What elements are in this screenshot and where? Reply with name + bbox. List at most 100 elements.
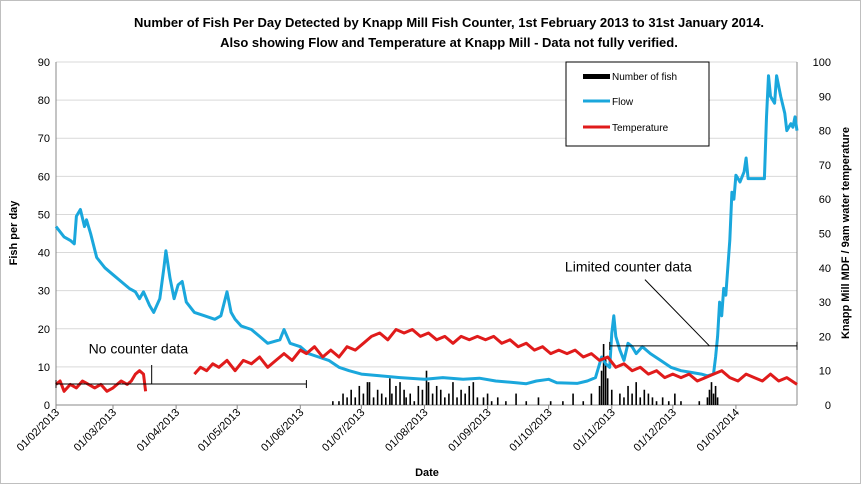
fish-bar [661, 397, 664, 405]
fish-bar [405, 397, 407, 405]
chart-title-line2: Also showing Flow and Temperature at Kna… [220, 35, 678, 50]
fish-bar [537, 397, 540, 405]
fish-bar [680, 401, 682, 405]
annotation-pointer [644, 279, 710, 347]
fish-bar [651, 397, 654, 405]
fish-bar [464, 393, 466, 405]
annotation-label: Limited counter data [565, 259, 692, 275]
annotations: No counter data Limited counter data [55, 259, 798, 389]
legend-label-fish: Number of fish [612, 72, 677, 83]
fish-bar [413, 401, 416, 405]
y-left-tick-label: 60 [38, 171, 50, 183]
temperature-line [55, 369, 148, 393]
fish-bar [610, 389, 613, 405]
fish-bar [346, 397, 348, 405]
fish-bar [439, 389, 442, 405]
fish-bar [582, 401, 585, 405]
fish-bar [655, 401, 658, 405]
fish-bar [476, 397, 479, 405]
fish-bar [600, 370, 603, 405]
y-left-tick-label: 90 [38, 57, 50, 69]
y-left-tick-label: 50 [38, 209, 50, 221]
fish-bar [674, 393, 676, 405]
y-right-tick-label: 90 [819, 91, 831, 103]
y-left-tick-label: 10 [38, 362, 50, 374]
fish-bar [562, 401, 564, 405]
y-right-tick-label: 20 [819, 331, 831, 343]
y-left-tick-label: 30 [38, 286, 50, 298]
y-right-tick-label: 0 [825, 400, 831, 412]
fish-bar [643, 389, 646, 405]
y-left-tick-label: 70 [38, 133, 50, 145]
fish-bar [460, 389, 462, 405]
fish-bar [421, 389, 424, 405]
fish-bar [602, 344, 605, 405]
fish-bar [391, 393, 393, 405]
fish-bar [431, 393, 434, 405]
fish-bar [472, 382, 475, 405]
fish-bar [384, 397, 387, 405]
fish-bar [490, 401, 493, 405]
fish-bar [468, 385, 471, 405]
fish-bar [435, 385, 438, 405]
fish-bar [380, 393, 383, 405]
fish-bar [525, 401, 528, 405]
fish-bar [482, 397, 485, 405]
legend-label-flow: Flow [612, 97, 634, 108]
fish-bar [444, 397, 446, 405]
fish-bar [342, 393, 344, 405]
y-right-tick-label: 10 [819, 366, 831, 378]
y-right-tick-label: 80 [819, 126, 831, 138]
fish-bar [350, 389, 352, 405]
fish-bar [486, 393, 489, 405]
fish-bar [667, 401, 670, 405]
fish-bar [403, 389, 405, 405]
fish-bar [399, 382, 401, 405]
y-right-tick-label: 100 [813, 57, 831, 69]
y-left-tick-label: 40 [38, 248, 50, 260]
fish-bar [409, 393, 412, 405]
fish-bar [716, 397, 719, 405]
annotation-label: No counter data [89, 341, 189, 357]
fish-bar [427, 382, 430, 405]
fish-bar [623, 397, 625, 405]
fish-bar [631, 393, 633, 405]
fish-bar [598, 385, 601, 405]
fish-bar [515, 393, 517, 405]
fish-bar [710, 382, 713, 405]
x-axis-label: Date [415, 467, 439, 479]
y-left-tick-label: 20 [38, 324, 50, 336]
fish-bar [496, 397, 499, 405]
fish-bar [505, 401, 507, 405]
flow-line [54, 74, 799, 386]
y-right-tick-label: 60 [819, 194, 831, 206]
fish-bar [448, 393, 450, 405]
fish-bar [647, 393, 650, 405]
fish-bar [376, 389, 379, 405]
y-right-tick-label: 30 [819, 297, 831, 309]
fish-bar [627, 385, 629, 405]
fish-bar [338, 401, 340, 405]
y-left-tick-label: 0 [44, 400, 50, 412]
legend: Number of fish Flow Temperature [565, 61, 710, 147]
fish-bar [358, 385, 361, 405]
fish-bar [366, 382, 369, 405]
y-right-tick-label: 50 [819, 229, 831, 241]
fish-bars [332, 344, 719, 405]
y-right-tick-label: 40 [819, 263, 831, 275]
fish-bar [712, 393, 715, 405]
fish-bar [395, 385, 397, 405]
fish-bar [708, 389, 711, 405]
fish-bar [590, 393, 593, 405]
fish-bar [714, 385, 717, 405]
fish-bar [372, 397, 375, 405]
fish-bar [425, 370, 428, 405]
y-left-tick-label: 80 [38, 95, 50, 107]
fish-bar [362, 393, 365, 405]
fish-bar [619, 393, 621, 405]
fish-bar [332, 401, 334, 405]
legend-label-temperature: Temperature [612, 123, 669, 134]
fish-bar [572, 393, 574, 405]
